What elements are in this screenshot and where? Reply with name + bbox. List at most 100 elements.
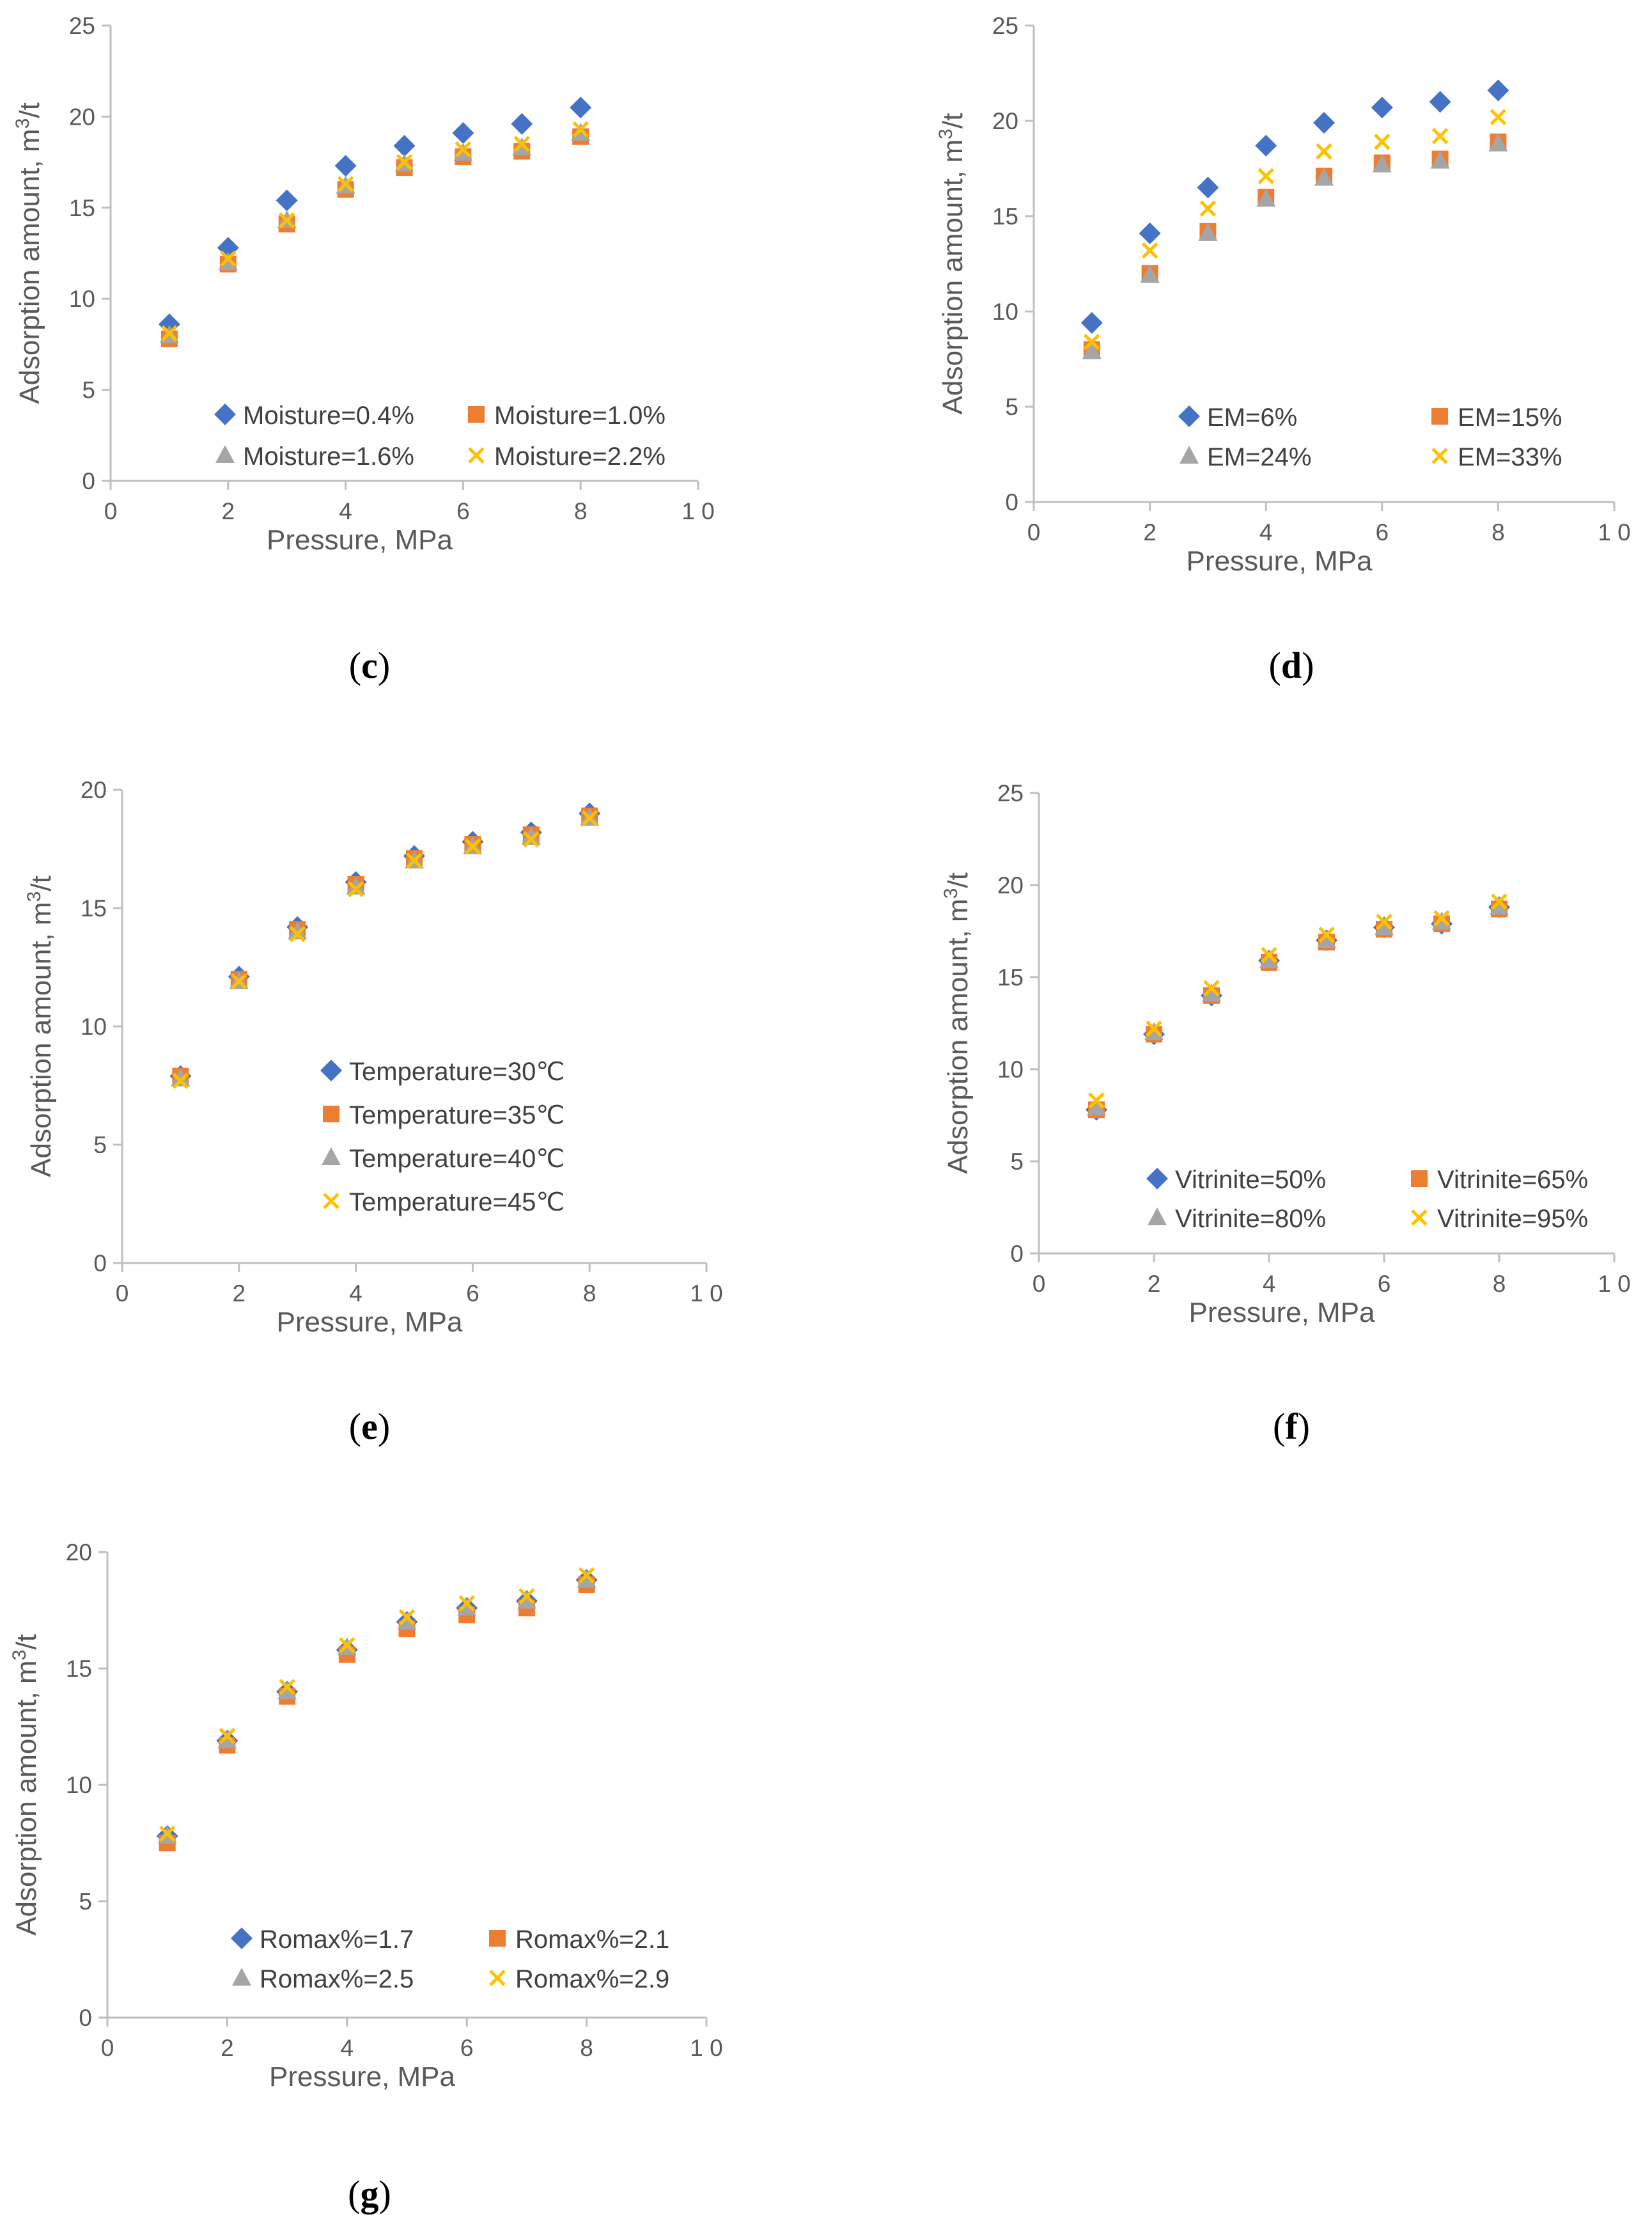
data-point <box>1202 983 1221 1001</box>
data-point <box>578 1567 595 1584</box>
marker-stroke <box>219 1727 236 1745</box>
legend-label: Vitrinite=95% <box>1437 1205 1588 1233</box>
data-point <box>1433 910 1450 927</box>
marker-stroke <box>1431 448 1448 464</box>
y-tick-label: 5 <box>1010 1149 1024 1175</box>
legend-label: Temperature=40℃ <box>349 1145 565 1173</box>
panel-caption: (c) <box>349 645 390 686</box>
legend-label: Temperature=45℃ <box>349 1188 565 1216</box>
legend: Moisture=0.4% Moisture=1.0% Moisture=1.6% M… <box>214 402 666 471</box>
x-tick-label: 6 <box>1378 1271 1391 1297</box>
legend-cross-icon <box>468 447 485 464</box>
data-point <box>220 250 237 267</box>
legend-label: Temperature=35℃ <box>349 1101 565 1129</box>
series-3 <box>171 808 600 1087</box>
x-tick-label: 2 <box>1148 1271 1161 1297</box>
y-tick-label: 25 <box>992 13 1018 39</box>
marker-stroke <box>1088 1092 1105 1109</box>
legend-diamond-icon <box>214 404 236 425</box>
x-tick-label: 2 <box>222 498 235 524</box>
data-point <box>288 922 308 939</box>
legend-diamond-icon <box>320 1060 342 1081</box>
data-point <box>1258 168 1274 185</box>
x-tick-label: 4 <box>341 2035 354 2061</box>
y-axis-label: Adsorption amount, m3/t <box>12 102 45 404</box>
legend-diamond-icon <box>1146 1168 1168 1189</box>
y-tick-label: 10 <box>69 286 95 312</box>
marker-stroke <box>323 1193 339 1209</box>
data-point <box>334 155 357 177</box>
data-point <box>570 97 592 119</box>
legend-label: Vitrinite=50% <box>1175 1166 1326 1194</box>
y-tick-label: 25 <box>997 780 1024 806</box>
x-tick-label: 0 <box>116 1280 129 1306</box>
panel-caption: (f) <box>1273 1406 1310 1447</box>
legend-label: EM=15% <box>1458 404 1562 432</box>
data-point <box>1487 79 1509 102</box>
data-point <box>1371 97 1393 119</box>
data-point <box>1430 150 1450 169</box>
data-point <box>1084 333 1100 350</box>
marker-stroke <box>572 121 589 138</box>
legend-triangle-icon <box>215 445 235 463</box>
x-tick-label: 1 0 <box>690 1280 722 1306</box>
legend-square-icon <box>1431 408 1448 425</box>
data-point <box>523 831 540 848</box>
data-point <box>1372 154 1392 173</box>
y-tick-label: 0 <box>1010 1241 1024 1267</box>
data-point <box>396 153 413 171</box>
marker-stroke <box>1203 980 1220 997</box>
panel-caption: (d) <box>1269 645 1314 686</box>
legend: Temperature=30℃ Temperature=35℃ Temperatur… <box>320 1058 565 1216</box>
marker-stroke <box>1376 913 1392 930</box>
legend-label: EM=24% <box>1207 443 1311 471</box>
y-axis-label: Adsorption amount, m3/t <box>9 1634 42 1936</box>
x-tick-label: 8 <box>1492 519 1505 545</box>
x-tick-label: 2 <box>233 1280 246 1306</box>
series-2 <box>160 128 589 347</box>
data-point <box>1199 200 1217 217</box>
y-tick-label: 15 <box>992 203 1018 230</box>
legend: Romax%=1.7 Romax%=2.1 Romax%=2.5 Romax%=2.9 <box>231 1926 669 1993</box>
data-point <box>577 1569 596 1588</box>
x-tick-label: 8 <box>583 1280 596 1306</box>
data-point <box>518 1588 535 1604</box>
marker-stroke <box>231 973 247 990</box>
data-point <box>398 1609 416 1626</box>
legend-label: Romax%=2.5 <box>260 1965 414 1993</box>
data-point <box>455 141 472 158</box>
legend: Vitrinite=50% Vitrinite=65% Vitrinite=80% V… <box>1146 1166 1588 1233</box>
data-point <box>1429 91 1451 113</box>
legend-square-icon <box>489 1930 506 1947</box>
marker-stroke <box>406 852 423 869</box>
data-point <box>1261 946 1277 964</box>
marker-stroke <box>339 1636 355 1654</box>
y-tick-label: 20 <box>992 108 1018 134</box>
marker-stroke <box>347 881 364 898</box>
data-point <box>337 176 354 192</box>
marker-stroke <box>1084 333 1100 350</box>
data-point <box>1256 189 1276 207</box>
data-point <box>217 1730 237 1748</box>
data-point <box>1146 1020 1162 1037</box>
marker-stroke <box>159 1825 176 1842</box>
data-point <box>339 1636 355 1654</box>
data-point <box>159 1825 176 1842</box>
legend-triangle-icon <box>322 1147 341 1165</box>
x-tick-label: 1 0 <box>690 2035 722 2061</box>
y-tick-label: 25 <box>69 13 95 39</box>
data-point <box>1139 222 1161 244</box>
y-tick-label: 20 <box>66 1539 92 1565</box>
data-point <box>393 134 416 157</box>
legend-diamond-icon <box>231 1927 253 1949</box>
legend-label: Moisture=0.4% <box>243 402 414 430</box>
y-tick-label: 0 <box>1005 489 1018 515</box>
data-point <box>289 925 306 943</box>
x-tick-label: 4 <box>1259 519 1273 545</box>
y-tick-label: 20 <box>69 104 95 130</box>
data-point <box>458 1595 475 1612</box>
series-1 <box>158 97 592 336</box>
series-4 <box>159 1567 595 1842</box>
